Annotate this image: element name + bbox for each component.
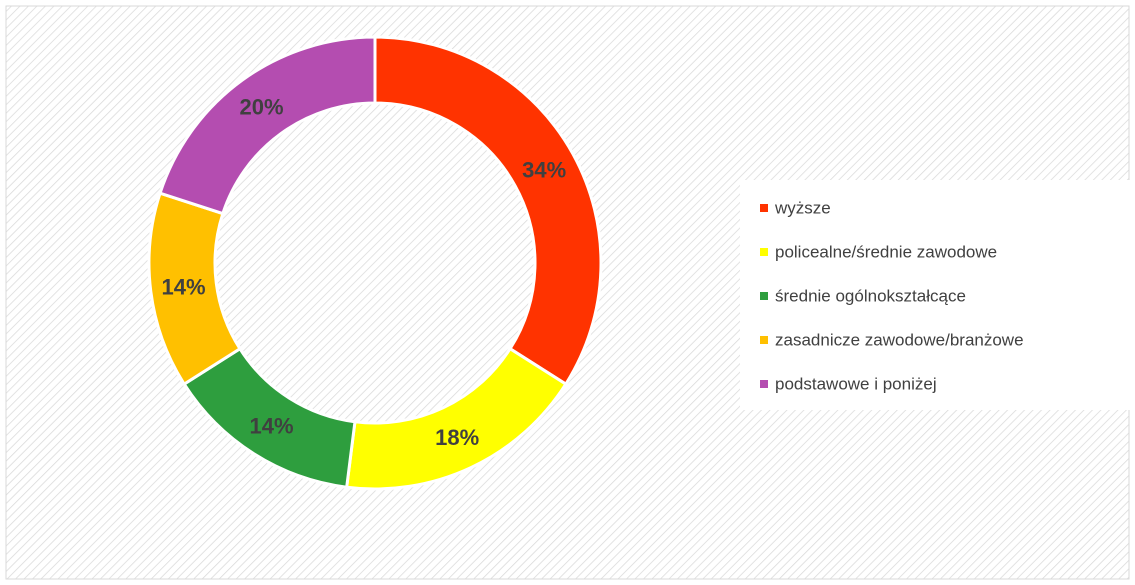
legend-label: średnie ogólnokształcące [775, 287, 966, 306]
data-label: 18% [435, 425, 479, 450]
legend-marker [760, 380, 768, 388]
data-label: 14% [161, 275, 205, 300]
data-label: 14% [250, 413, 294, 438]
legend-label: policealne/średnie zawodowe [775, 243, 997, 262]
legend-label: podstawowe i poniżej [775, 375, 937, 394]
legend-marker [760, 292, 768, 300]
legend-box [740, 180, 1130, 410]
data-label: 20% [240, 94, 284, 119]
donut-segment [373, 35, 603, 387]
legend-marker [760, 336, 768, 344]
donut-segment [158, 35, 377, 216]
legend-label: wyższe [774, 199, 831, 218]
legend-marker [760, 204, 768, 212]
legend-label: zasadnicze zawodowe/branżowe [775, 331, 1024, 350]
data-label: 34% [522, 158, 566, 183]
legend-marker [760, 248, 768, 256]
